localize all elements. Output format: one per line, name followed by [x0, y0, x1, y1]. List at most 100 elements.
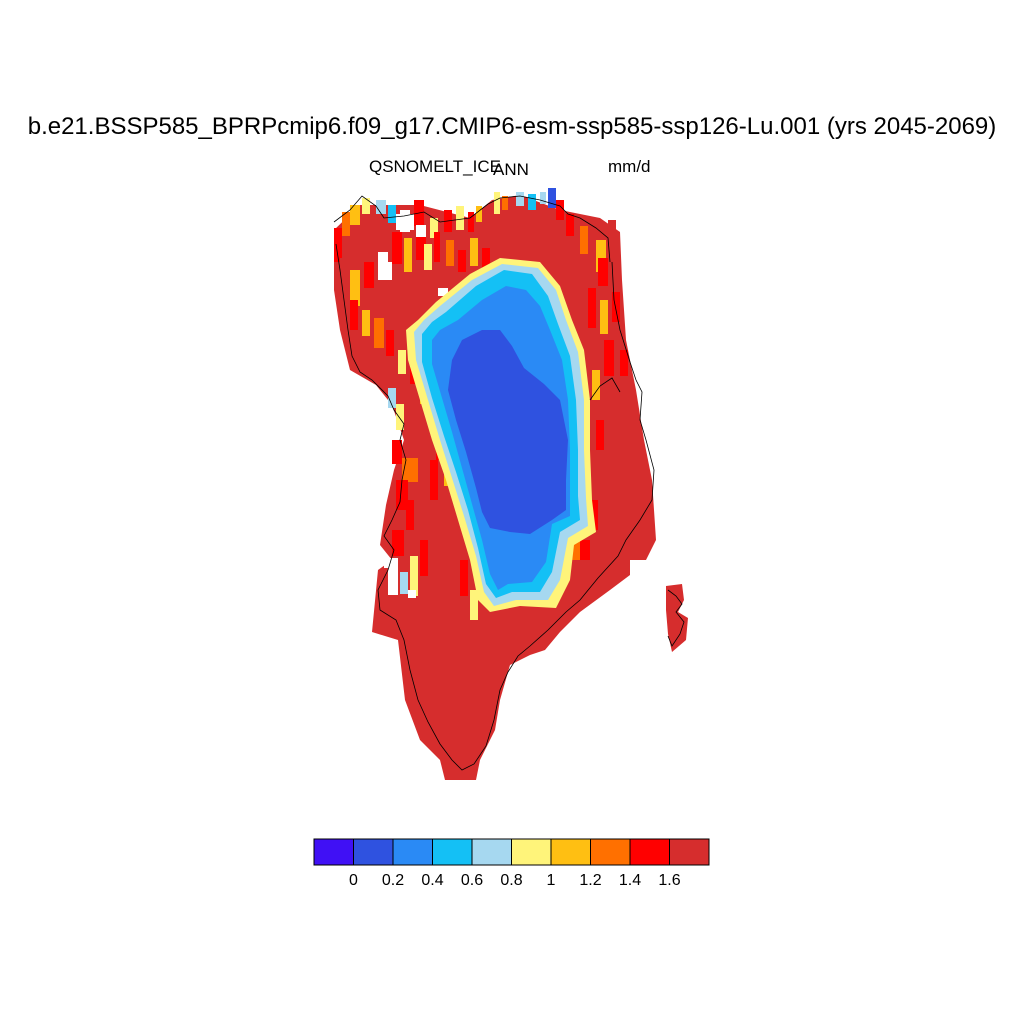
field-cell	[386, 330, 394, 356]
field-cell	[388, 565, 398, 595]
field-cell	[350, 270, 360, 306]
field-cell	[430, 218, 438, 238]
field-cell	[596, 240, 606, 272]
field-cell	[590, 500, 598, 530]
field-cell	[350, 300, 358, 330]
field-cell	[400, 572, 408, 594]
core-darkblue	[448, 330, 568, 534]
field-cell	[374, 318, 384, 348]
field-cell	[420, 540, 428, 576]
field-cell	[340, 258, 348, 288]
field-cell	[608, 220, 616, 250]
field-gap	[408, 590, 416, 598]
field-cell	[404, 238, 412, 272]
colorbar-swatch	[353, 838, 394, 866]
variable-label: QSNOMELT_ICE	[369, 157, 501, 176]
field-cell	[592, 370, 600, 400]
field-cell	[616, 410, 626, 436]
colorbar-tick-label: 1.4	[618, 872, 642, 889]
field-cell	[588, 288, 596, 328]
field-gap	[384, 558, 398, 568]
field-cell	[396, 404, 404, 430]
field-cell	[612, 292, 620, 322]
coastline-segment	[335, 243, 655, 771]
colorbar-tick-label: 0.4	[421, 872, 444, 889]
plot-title: b.e21.BSSP585_BPRPcmip6.f09_g17.CMIP6-es…	[27, 113, 997, 140]
field-gap	[378, 262, 392, 280]
coastline-segment	[589, 377, 621, 401]
field-cell	[596, 420, 604, 450]
field-cell	[392, 440, 402, 464]
field-cell	[396, 480, 408, 510]
field-cell	[470, 590, 478, 620]
field-cell	[580, 540, 590, 560]
field-cell	[398, 350, 406, 374]
field-cell	[548, 188, 556, 208]
field-cell	[350, 205, 360, 225]
field-cell	[580, 226, 588, 254]
field-gap	[396, 214, 414, 230]
field-cell	[410, 556, 418, 596]
field-cell	[502, 196, 508, 210]
field-cell	[540, 192, 546, 204]
colorbar-swatch	[550, 838, 591, 866]
field-gap	[416, 225, 426, 237]
field-cell	[424, 244, 432, 270]
colorbar-tick-label: 1	[546, 872, 556, 889]
field-cell	[376, 200, 386, 214]
snowmelt-field	[334, 188, 688, 780]
season-label: ANN	[493, 160, 529, 179]
field-cell	[342, 212, 350, 236]
field-cell	[600, 300, 608, 334]
field-cell	[620, 350, 628, 376]
field-gap	[438, 288, 448, 296]
field-cell	[468, 212, 474, 232]
colorbar-swatch	[511, 838, 552, 866]
field-cell	[404, 420, 412, 450]
east-island	[666, 584, 688, 652]
field-cell	[392, 530, 404, 556]
field-cell	[334, 228, 342, 262]
field-cell	[392, 232, 402, 264]
colorbar-swatch	[313, 838, 354, 866]
units-label: mm/d	[608, 157, 651, 176]
field-cell	[604, 340, 614, 376]
field-cell	[364, 262, 374, 288]
field-cell	[388, 205, 396, 223]
colorbar	[313, 838, 710, 866]
field-cell	[362, 310, 370, 336]
colorbar-tick-label: 0	[349, 872, 358, 889]
colorbar-swatch	[629, 838, 670, 866]
coastline	[333, 195, 685, 771]
field-cell	[528, 194, 536, 210]
field-cell	[598, 258, 608, 286]
field-cell	[416, 230, 426, 260]
colorbar-tick-label: 1.6	[658, 872, 681, 889]
field-cell	[402, 458, 418, 482]
field-cell	[456, 206, 464, 230]
field-cell	[556, 200, 564, 220]
field-cell	[476, 206, 482, 222]
colorbar-tick-label: 0.6	[460, 872, 484, 889]
colorbar-swatch	[392, 838, 433, 866]
field-cell	[458, 250, 466, 272]
coastline-segment	[667, 589, 685, 647]
field-cell	[362, 198, 370, 214]
colorbar-swatch	[669, 838, 710, 866]
field-cell	[566, 214, 574, 236]
field-cell	[406, 500, 414, 530]
field-cell	[388, 388, 396, 408]
field-cell	[470, 238, 478, 266]
field-cell	[482, 248, 490, 268]
field-cell	[430, 460, 438, 500]
field-cell	[446, 240, 454, 266]
colorbar-tick-label: 0.8	[500, 872, 523, 889]
field-cell	[460, 560, 468, 596]
coastline-segment	[333, 195, 611, 263]
colorbar-swatch	[471, 838, 512, 866]
colorbar-swatch	[590, 838, 631, 866]
colorbar-swatch	[432, 838, 473, 866]
field-cell	[516, 192, 524, 206]
field-cell	[434, 232, 440, 262]
